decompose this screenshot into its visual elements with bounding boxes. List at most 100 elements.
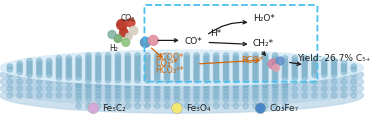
Circle shape: [184, 90, 189, 95]
Circle shape: [56, 93, 62, 98]
Circle shape: [184, 75, 189, 81]
Circle shape: [105, 75, 111, 80]
Circle shape: [164, 61, 170, 67]
Circle shape: [17, 93, 22, 98]
Circle shape: [174, 103, 180, 109]
Circle shape: [76, 75, 81, 81]
Circle shape: [145, 56, 150, 61]
Circle shape: [86, 72, 91, 78]
Circle shape: [233, 79, 239, 84]
Circle shape: [135, 103, 140, 109]
Circle shape: [164, 69, 170, 75]
Text: H₂: H₂: [110, 44, 118, 53]
Circle shape: [253, 61, 258, 66]
Circle shape: [76, 69, 81, 75]
Circle shape: [56, 72, 62, 78]
Circle shape: [125, 69, 130, 75]
Circle shape: [273, 66, 278, 72]
Circle shape: [263, 68, 268, 74]
Circle shape: [223, 103, 229, 109]
Circle shape: [17, 86, 22, 91]
Circle shape: [155, 75, 160, 81]
Circle shape: [214, 90, 219, 95]
Circle shape: [351, 64, 356, 69]
Circle shape: [145, 86, 150, 91]
Circle shape: [351, 79, 356, 84]
Circle shape: [56, 64, 62, 69]
Circle shape: [223, 68, 229, 74]
Circle shape: [263, 93, 268, 98]
Circle shape: [341, 66, 347, 72]
Circle shape: [263, 83, 268, 88]
Circle shape: [223, 82, 229, 87]
Circle shape: [204, 72, 209, 78]
Circle shape: [96, 82, 101, 87]
Circle shape: [115, 69, 121, 75]
Circle shape: [115, 72, 121, 78]
Circle shape: [322, 93, 327, 98]
Circle shape: [273, 64, 280, 71]
Circle shape: [184, 75, 189, 80]
Circle shape: [253, 90, 258, 95]
Circle shape: [125, 53, 130, 58]
Circle shape: [194, 53, 199, 58]
Circle shape: [27, 72, 32, 78]
Text: HCO₃²*: HCO₃²*: [155, 66, 184, 75]
Circle shape: [302, 66, 307, 72]
Circle shape: [174, 64, 180, 69]
Circle shape: [204, 83, 209, 88]
Circle shape: [184, 69, 189, 75]
Circle shape: [115, 103, 121, 109]
Circle shape: [214, 93, 219, 98]
Circle shape: [233, 83, 239, 88]
Circle shape: [255, 103, 266, 114]
Circle shape: [135, 72, 140, 78]
Circle shape: [27, 64, 32, 69]
Circle shape: [233, 103, 239, 109]
Circle shape: [204, 78, 209, 83]
Circle shape: [56, 69, 62, 75]
Circle shape: [76, 66, 81, 72]
Circle shape: [292, 69, 297, 75]
Circle shape: [184, 61, 189, 67]
Circle shape: [263, 90, 268, 95]
Circle shape: [243, 61, 248, 66]
Circle shape: [46, 86, 52, 91]
Circle shape: [282, 56, 288, 61]
Circle shape: [292, 86, 297, 91]
Circle shape: [194, 64, 199, 69]
Circle shape: [174, 79, 180, 84]
Circle shape: [223, 61, 229, 66]
Circle shape: [145, 68, 150, 74]
Circle shape: [184, 72, 189, 78]
Circle shape: [223, 93, 229, 98]
Circle shape: [233, 72, 239, 78]
Circle shape: [322, 72, 327, 78]
Circle shape: [243, 75, 248, 81]
Circle shape: [204, 61, 209, 67]
Circle shape: [341, 64, 347, 69]
Circle shape: [214, 69, 219, 75]
Circle shape: [214, 75, 219, 81]
Circle shape: [115, 53, 121, 58]
Circle shape: [66, 72, 71, 78]
Circle shape: [322, 58, 327, 64]
Circle shape: [204, 79, 209, 84]
Circle shape: [282, 61, 288, 66]
Circle shape: [76, 93, 81, 98]
Circle shape: [194, 56, 199, 61]
Circle shape: [312, 79, 317, 84]
Circle shape: [96, 72, 101, 78]
Circle shape: [243, 72, 248, 78]
Circle shape: [66, 66, 71, 72]
Circle shape: [86, 58, 91, 64]
Circle shape: [164, 90, 170, 95]
Circle shape: [332, 93, 337, 98]
Circle shape: [125, 61, 130, 67]
Circle shape: [223, 61, 229, 67]
Circle shape: [46, 64, 52, 69]
Circle shape: [214, 86, 219, 91]
Circle shape: [253, 69, 258, 75]
Circle shape: [115, 61, 121, 67]
Circle shape: [115, 68, 121, 74]
